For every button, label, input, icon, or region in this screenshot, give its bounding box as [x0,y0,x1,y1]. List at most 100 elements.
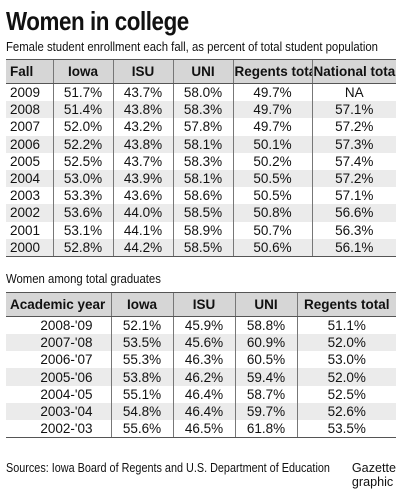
enrollment-cell: 43.6% [112,187,173,205]
graduates-cell: 61.8% [234,420,297,439]
enrollment-cell: 43.8% [112,101,173,119]
enrollment-table-row: 2001 53.1% 44.1% 58.9% 50.7% 56.3% [6,221,396,239]
graduates-cell: 46.4% [172,385,235,403]
graduates-cell: 2008-'09 [40,317,93,333]
enrollment-cell: 56.1% [311,238,396,257]
graduates-cell: 55.6% [110,420,173,439]
enrollment-cell: 52.2% [52,135,113,153]
enrollment-cell: 57.8% [172,118,233,136]
enrollment-table-row: 2005 52.5% 43.7% 58.3% 50.2% 57.4% [6,152,396,170]
enrollment-table-row: 2003 53.3% 43.6% 58.6% 50.5% 57.1% [6,187,396,205]
enrollment-cell: 57.1% [311,101,396,119]
enrollment-table-row: 2002 53.6% 44.0% 58.5% 50.8% 56.6% [6,204,396,222]
graduates-cell: 55.1% [110,385,173,403]
enrollment-column-header: Fall [6,59,53,84]
enrollment-cell: 43.2% [112,118,173,136]
graduates-cell: 2004-'05 [40,386,93,402]
graduates-cell: 46.3% [172,351,235,369]
enrollment-cell: 57.2% [311,118,396,136]
enrollment-cell: 50.2% [232,152,312,170]
enrollment-table-row: 2007 52.0% 43.2% 57.8% 49.7% 57.2% [6,118,396,136]
enrollment-cell: 53.3% [52,187,113,205]
enrollment-cell: 49.7% [232,83,312,102]
graduates-cell: 53.8% [110,368,173,386]
enrollment-cell: 2004 [6,169,53,188]
enrollment-column-header: Regents total [232,59,312,84]
enrollment-column-header: Iowa [52,59,113,84]
enrollment-body: 2009 51.7% 43.7% 58.0% 49.7% NA 2008 51.4% 43.8%… [6,83,396,257]
graduates-cell: 2007-'08 [6,334,111,352]
graduates-cell: 2006-'07 [40,352,93,368]
graduates-table-row: 2004-'05 55.1% 46.4% 58.7% 52.5% [6,385,396,403]
enrollment-header-row: Fall Iowa ISU UNI Regents total National tota… [6,59,396,84]
graduates-cell: 60.9% [234,334,297,352]
enrollment-cell: 58.1% [172,135,233,153]
graduates-cell: 53.5% [110,334,173,352]
enrollment-table-row: 2000 52.8% 44.2% 58.5% 50.6% 56.1% [6,238,396,257]
enrollment-cell: 49.7% [232,101,312,119]
enrollment-cell: 57.3% [311,135,396,153]
graduates-cell: 58.7% [234,385,297,403]
footer: Sources: Iowa Board of Regents and U.S. … [6,459,396,497]
enrollment-cell: 44.2% [112,238,173,257]
enrollment-cell: 2001 [10,222,41,238]
graduates-column-header: ISU [172,291,235,317]
enrollment-cell: 50.8% [232,204,312,222]
enrollment-cell: 43.8% [112,135,173,153]
graduates-cell: 2005-'06 [6,368,111,386]
graduates-cell: 45.6% [172,334,235,352]
enrollment-column-header: National total [311,59,396,84]
enrollment-cell: 50.1% [232,135,312,153]
enrollment-cell: 43.7% [112,83,173,102]
enrollment-cell: 2002 [6,204,53,222]
graduates-table-row: 2002-'03 55.6% 46.5% 61.8% 53.5% [6,420,396,439]
graduates-cell: 46.5% [172,420,235,439]
enrollment-cell: 2005 [10,153,41,169]
graduates-cell: 52.6% [296,402,396,420]
credit: Gazette graphic [352,461,396,489]
graduates-cell: 52.0% [296,368,396,386]
enrollment-cell: 58.5% [172,204,233,222]
enrollment-cell: 56.6% [311,204,396,222]
page-title: Women in college [6,6,189,36]
enrollment-table: Fall Iowa ISU UNI Regents total National tota… [6,59,396,257]
graduates-cell: 46.2% [172,368,235,386]
graduates-table-row: 2003-'04 54.8% 46.4% 59.7% 52.6% [6,402,396,420]
enrollment-cell: 57.4% [311,152,396,170]
graduates-cell: 60.5% [234,351,297,369]
graduates-cell: 58.8% [234,316,297,335]
enrollment-cell: 43.7% [112,152,173,170]
graduates-cell: 53.5% [296,420,396,439]
graduates-cell: 54.8% [110,402,173,420]
graduates-table: Academic year Iowa ISU UNI Regents total 200… [6,291,396,439]
graduates-column-header: Iowa [110,291,173,317]
enrollment-cell: 58.5% [172,238,233,257]
graduates-column-header: Regents total [296,291,396,317]
enrollment-cell: 2007 [10,119,41,135]
enrollment-cell: 52.0% [52,118,113,136]
credit-line-1: Gazette [351,461,396,475]
enrollment-cell: 58.9% [172,221,233,239]
enrollment-cell: 53.1% [52,221,113,239]
graduates-cell: 59.4% [234,368,297,386]
enrollment-table-row: 2008 51.4% 43.8% 58.3% 49.7% 57.1% [6,101,396,119]
enrollment-cell: 58.0% [172,83,233,102]
enrollment-cell: 50.7% [232,221,312,239]
enrollment-cell: 58.3% [172,152,233,170]
enrollment-cell: 56.3% [311,221,396,239]
enrollment-table-row: 2006 52.2% 43.8% 58.1% 50.1% 57.3% [6,135,396,153]
enrollment-cell: 2006 [6,135,53,153]
graduates-subtitle: Women among total graduates [6,270,161,286]
credit-line-2: graphic [351,475,394,489]
enrollment-table-row: 2009 51.7% 43.7% 58.0% 49.7% NA [6,83,396,102]
graduates-table-row: 2006-'07 55.3% 46.3% 60.5% 53.0% [6,351,396,369]
enrollment-cell: 2000 [6,238,53,257]
enrollment-cell: 44.1% [112,221,173,239]
graduates-cell: 53.0% [296,351,396,369]
enrollment-cell: 51.7% [52,83,113,102]
graduates-table-row: 2008-'09 52.1% 45.9% 58.8% 51.1% [6,316,396,335]
graduates-header-row: Academic year Iowa ISU UNI Regents total [6,291,396,317]
enrollment-cell: 53.0% [52,169,113,188]
enrollment-subtitle: Female student enrollment each fall, as … [6,39,378,54]
